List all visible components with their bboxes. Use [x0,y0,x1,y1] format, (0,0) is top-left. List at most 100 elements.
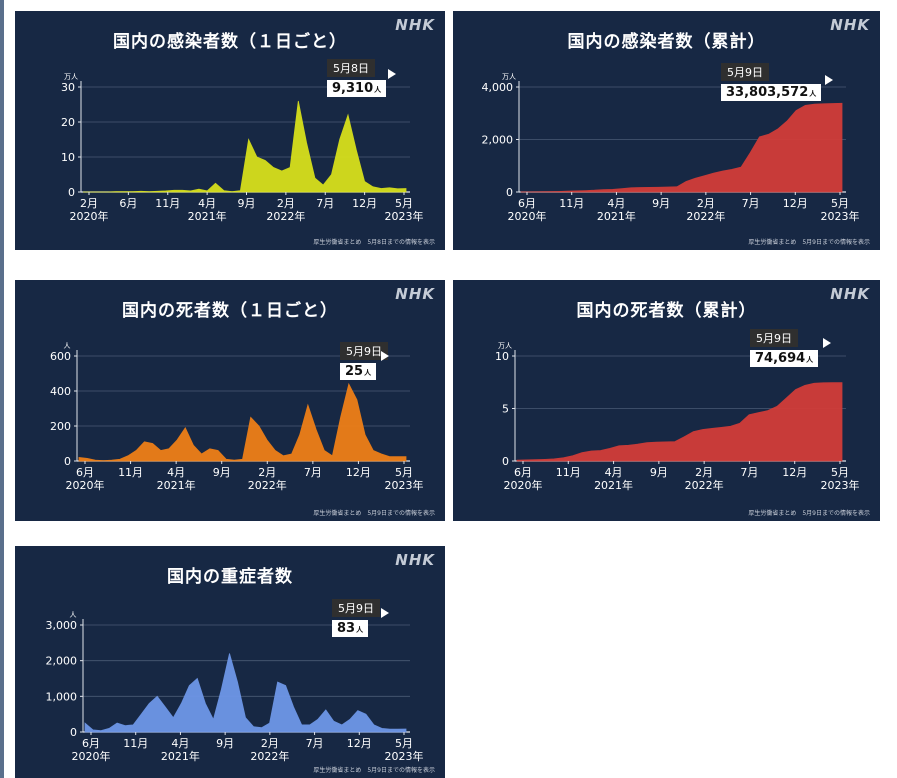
series-area [78,382,407,462]
callout-date: 5月8日 [327,59,375,77]
y-tick-label: 600 [50,350,71,363]
x-tick-year-label: 2021年 [188,209,227,223]
series-area [516,382,843,462]
nhk-logo: NHK [395,16,435,34]
x-tick-label: 11月 [118,466,143,479]
chart-panel-cases-daily: 国内の感染者数（１日ごと） NHK 0 10 20 30 万人 2月 2020年 6月 11月 4… [15,11,445,250]
x-tick-label: 5月 [831,197,849,210]
callout-value: 83人 [332,620,369,637]
y-tick-label: 20 [61,116,75,129]
x-tick-label: 12月 [346,466,371,479]
y-tick-label: 0 [70,726,77,739]
x-tick-year-label: 2023年 [385,749,424,763]
y-tick-label: 3,000 [46,619,78,632]
y-axis-unit-label: 人 [70,611,77,619]
callout-value: 74,694人 [750,350,819,367]
y-tick-label: 2,000 [46,655,78,668]
chart-panel-deaths-cumulative: 国内の死者数（累計） NHK 0 5 10 万人 6月 2020年 11月 4月 2021年 9月… [453,280,880,521]
x-tick-label: 11月 [155,197,180,210]
x-tick-label: 11月 [556,466,581,479]
series-area [83,100,407,193]
chart-title: 国内の重症者数 [167,567,293,587]
x-tick-label: 7月 [316,197,334,210]
callout-value: 9,310人 [327,80,387,97]
series-area [520,102,843,193]
source-note: 厚生労働省まとめ 5月9日までの情報を表示 [748,510,870,517]
x-tick-year-label: 2022年 [266,209,305,223]
callout-date: 5月9日 [340,342,388,360]
x-tick-year-label: 2023年 [821,209,860,223]
x-tick-label: 9月 [216,737,234,750]
chart-panel-cases-cumulative: 国内の感染者数（累計） NHK 0 2,000 4,000 万人 6月 2020年 11月 4… [453,11,880,250]
chart-panel-deaths-daily: 国内の死者数（１日ごと） NHK 0 200 400 600 人 6月 2020年 11月 4月… [15,280,445,521]
value-callout: 5月8日 9,310人 [327,57,387,97]
callout-pointer-icon [381,608,389,618]
source-note: 厚生労働省まとめ 5月9日までの情報を表示 [313,767,435,774]
x-tick-year-label: 2021年 [594,478,633,492]
y-tick-label: 4,000 [482,81,514,94]
x-tick-label: 6月 [119,197,137,210]
x-tick-label: 4月 [605,466,623,479]
x-tick-label: 2月 [261,737,279,750]
x-tick-label: 9月 [650,466,668,479]
x-tick-label: 7月 [740,466,758,479]
chart-title: 国内の死者数（累計） [576,301,757,321]
value-callout: 5月9日 74,694人 [750,327,819,367]
x-tick-label: 7月 [304,466,322,479]
x-tick-year-label: 2021年 [157,478,196,492]
source-note: 厚生労働省まとめ 5月8日までの情報を表示 [313,239,435,246]
x-tick-year-label: 2023年 [385,478,424,492]
x-tick-label: 4月 [198,197,216,210]
x-tick-label: 5月 [395,197,413,210]
x-tick-label: 12月 [347,737,372,750]
source-note: 厚生労働省まとめ 5月9日までの情報を表示 [748,239,870,246]
value-callout: 5月9日 33,803,572人 [721,61,822,101]
y-tick-label: 200 [50,420,71,433]
x-tick-label: 5月 [395,737,413,750]
x-tick-label: 2月 [697,197,715,210]
x-tick-year-label: 2022年 [248,478,287,492]
chart-title: 国内の感染者数（１日ごと） [113,32,347,52]
y-tick-label: 0 [506,186,513,199]
series-area [84,653,407,733]
y-tick-label: 30 [61,81,75,94]
x-tick-label: 2月 [695,466,713,479]
x-tick-label: 6月 [82,737,100,750]
x-tick-label: 7月 [742,197,760,210]
y-axis-unit-label: 万人 [498,342,512,350]
x-tick-label: 9月 [652,197,670,210]
x-tick-label: 2月 [80,197,98,210]
x-tick-year-label: 2020年 [66,478,105,492]
x-tick-year-label: 2023年 [821,478,860,492]
nhk-logo: NHK [395,285,435,303]
x-tick-year-label: 2023年 [385,209,424,223]
y-tick-label: 2,000 [482,134,514,147]
x-tick-label: 9月 [238,197,256,210]
x-tick-year-label: 2022年 [250,749,289,763]
callout-value: 25人 [340,363,377,380]
chart-title: 国内の死者数（１日ごと） [122,301,338,321]
chart-title: 国内の感染者数（累計） [567,32,766,52]
x-tick-label: 7月 [306,737,324,750]
x-tick-label: 5月 [831,466,849,479]
x-tick-label: 4月 [607,197,625,210]
callout-pointer-icon [823,338,831,348]
callout-date: 5月9日 [750,329,798,347]
x-tick-label: 6月 [76,466,94,479]
y-tick-label: 5 [502,403,509,416]
x-tick-year-label: 2020年 [70,209,109,223]
x-tick-year-label: 2021年 [597,209,636,223]
callout-date: 5月9日 [721,63,769,81]
y-axis-unit-label: 万人 [64,73,78,81]
x-tick-label: 12月 [783,197,808,210]
x-tick-label: 12月 [782,466,807,479]
x-tick-label: 6月 [514,466,532,479]
y-tick-label: 10 [495,350,509,363]
y-tick-label: 0 [64,455,71,468]
chart-panel-severe: 国内の重症者数 NHK 0 1,000 2,000 3,000 人 6月 2020年 11月 4… [15,546,445,778]
x-tick-year-label: 2021年 [161,749,200,763]
